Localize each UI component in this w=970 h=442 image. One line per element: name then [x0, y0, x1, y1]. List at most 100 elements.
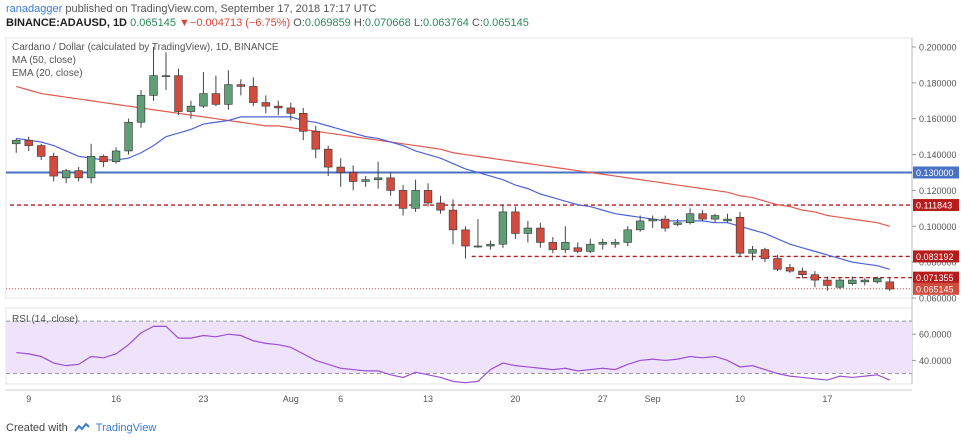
candle-body: [236, 84, 246, 87]
price-change: −0.004713 (−6.75%): [189, 17, 291, 29]
candle: [398, 185, 408, 216]
candle-body: [561, 242, 570, 250]
candle-body: [311, 130, 320, 150]
rsi-legend: RSI (14, close): [12, 314, 79, 325]
candle-body: [623, 229, 632, 243]
x-tick-label: 6: [338, 394, 343, 404]
candle: [61, 168, 71, 184]
candle: [373, 161, 383, 189]
candle: [274, 100, 283, 116]
candle-body: [211, 93, 221, 105]
candle-body: [423, 190, 433, 204]
candle: [611, 238, 620, 248]
candle-body: [49, 156, 58, 177]
x-tick-label: 9: [26, 394, 31, 404]
candle: [473, 219, 483, 248]
candle: [423, 183, 433, 207]
candle-body: [436, 202, 445, 211]
rsi-line: [16, 325, 890, 384]
x-tick-label: Sep: [645, 394, 661, 404]
level-label: 0.111843: [916, 201, 952, 211]
candle: [873, 276, 882, 284]
candle-body: [299, 113, 308, 132]
candle: [149, 46, 158, 101]
candle-body: [536, 227, 545, 243]
candle-body: [224, 84, 233, 105]
level-label: 0.071355: [916, 273, 954, 283]
candle-body: [810, 274, 820, 281]
candle-body: [336, 166, 345, 173]
last-price-label-bg: [913, 282, 959, 295]
candle-body: [86, 156, 96, 179]
y-tick-label: 0.160000: [919, 114, 957, 124]
candle: [785, 263, 795, 273]
candle-body: [12, 139, 21, 145]
low-value: 0.063764: [423, 17, 469, 29]
last-price: 0.065145: [130, 17, 176, 29]
candle-body: [461, 229, 470, 247]
candle: [860, 278, 869, 286]
candle-body: [748, 249, 757, 254]
candle: [648, 215, 657, 229]
candle-body: [261, 102, 270, 107]
y-tick-label: 0.140000: [919, 150, 957, 160]
candle: [211, 75, 221, 107]
candle-body: [398, 190, 408, 209]
candle: [336, 158, 345, 187]
x-tick-label: 17: [822, 394, 832, 404]
y-tick-label: 0.100000: [919, 222, 957, 232]
y-tick-label: 0.200000: [919, 42, 957, 52]
candle-body: [611, 242, 620, 245]
candle: [735, 211, 745, 257]
candle-body: [136, 95, 146, 123]
x-tick-label: 27: [598, 394, 608, 404]
candle: [174, 68, 183, 116]
candle: [548, 237, 557, 254]
candle: [186, 100, 196, 119]
y-tick-label: 0.180000: [919, 78, 957, 88]
tradingview-brand-link[interactable]: TradingView: [95, 422, 157, 434]
candle: [111, 147, 121, 164]
candle-body: [274, 105, 283, 109]
x-tick-label: 16: [111, 394, 121, 404]
candle: [798, 267, 807, 279]
candle: [236, 79, 246, 96]
candle-body: [573, 247, 582, 252]
candle-body: [710, 215, 720, 220]
candle-body: [473, 245, 483, 248]
candle: [710, 213, 720, 223]
close-label: C:: [471, 17, 483, 29]
candle: [349, 165, 358, 191]
candle-body: [873, 277, 882, 283]
chart-area[interactable]: 0.200000 0.180000 0.160000 0.140000 0.120000…: [0, 34, 970, 418]
open-label: O:: [293, 17, 305, 29]
candle-body: [161, 75, 171, 77]
candle: [835, 278, 845, 290]
candle: [673, 219, 682, 227]
candle: [448, 199, 458, 245]
price-chart-svg[interactable]: 0.200000 0.180000 0.160000 0.140000 0.120000…: [0, 34, 970, 418]
candle: [37, 143, 46, 160]
candle-body: [249, 86, 258, 103]
candle: [261, 95, 270, 114]
candle-body: [648, 218, 657, 222]
candle: [311, 125, 320, 159]
candle-body: [685, 213, 695, 223]
author-link[interactable]: ranadagger: [6, 3, 63, 15]
candle-body: [24, 139, 33, 146]
ma50-legend: MA (50, close): [12, 55, 76, 66]
candle: [286, 102, 295, 121]
candle-body: [885, 281, 894, 290]
created-with-label: Created with: [6, 422, 68, 434]
candle: [74, 167, 83, 182]
candle: [161, 52, 171, 90]
candle-body: [111, 150, 121, 163]
tradingview-logo-icon: [73, 423, 90, 432]
candle: [361, 176, 370, 187]
candle: [511, 206, 520, 239]
chart-title-legend: Cardano / Dollar (calculated by TradingV…: [12, 42, 279, 53]
candle-body: [785, 267, 795, 272]
candle: [99, 154, 108, 168]
level-label: 0.083192: [916, 252, 954, 262]
chart-header: ranadagger published on TradingView.com,…: [6, 2, 529, 30]
